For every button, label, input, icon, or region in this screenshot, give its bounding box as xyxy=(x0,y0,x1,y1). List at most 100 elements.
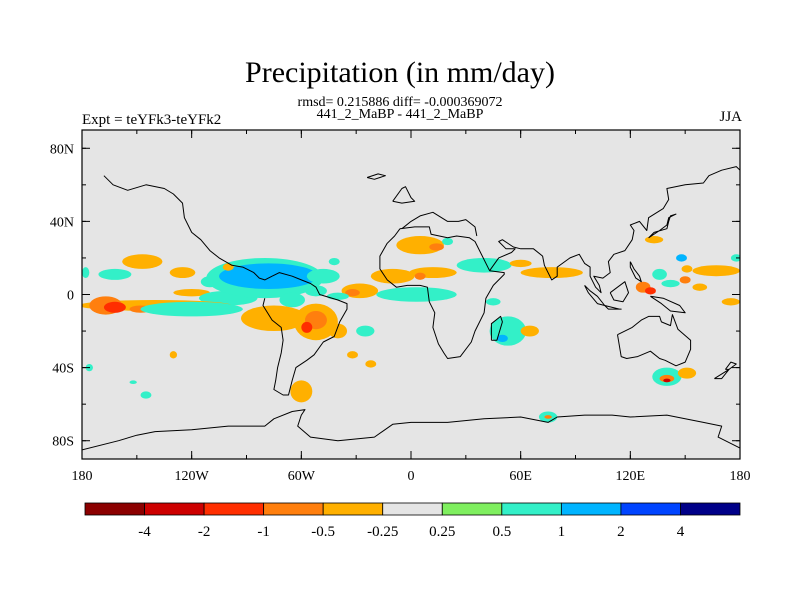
coastline xyxy=(489,166,740,294)
contour-region xyxy=(496,334,508,343)
contour-region xyxy=(677,367,697,379)
contour-region xyxy=(328,257,340,266)
coastline xyxy=(604,305,622,310)
colorbar-label: -2 xyxy=(198,524,211,540)
colorbar-box xyxy=(382,502,443,516)
contour-regions xyxy=(82,236,740,423)
contour-region xyxy=(370,268,415,284)
contour-region xyxy=(681,265,693,273)
colorbar-box xyxy=(203,502,265,516)
contour-region xyxy=(661,279,680,288)
contour-region xyxy=(140,301,243,317)
coastline xyxy=(650,295,686,314)
coastline xyxy=(103,175,273,281)
coastline xyxy=(262,272,348,396)
colorbar-label: -1 xyxy=(257,524,270,540)
contour-region xyxy=(219,263,318,290)
contour-region xyxy=(644,236,664,244)
contour-region xyxy=(241,305,307,332)
contour-region xyxy=(140,391,152,399)
contour-region xyxy=(82,267,90,279)
contour-region xyxy=(520,325,539,337)
contour-region xyxy=(730,254,740,262)
contour-region xyxy=(222,263,234,271)
coastline xyxy=(609,281,629,303)
contour-region xyxy=(652,268,667,280)
y-tick-label: 80S xyxy=(52,435,74,450)
x-tick-label: 60E xyxy=(509,469,532,484)
colorbar-box xyxy=(620,502,681,516)
contour-region xyxy=(376,287,457,302)
coastline xyxy=(629,261,642,283)
x-tick-label: 180 xyxy=(730,469,751,484)
contour-region xyxy=(485,298,501,306)
contour-region xyxy=(520,267,583,279)
contour-region xyxy=(103,301,126,313)
y-tick-label: 80N xyxy=(50,142,74,157)
colorbar-box xyxy=(441,502,503,516)
contour-region xyxy=(356,325,375,337)
experiment-names: 441_2_MaBP - 441_2_MaBP xyxy=(316,107,484,122)
y-axis: 80N 40N 0 40S 80S xyxy=(50,142,740,450)
contour-region xyxy=(365,360,377,368)
contour-region xyxy=(721,298,740,306)
contour-region xyxy=(456,257,512,273)
colorbar-box xyxy=(84,502,145,516)
contour-region xyxy=(663,378,671,383)
coastline xyxy=(379,226,505,359)
contour-region xyxy=(644,287,656,295)
contour-region xyxy=(306,268,340,284)
coastline xyxy=(725,361,737,370)
chart-title: Precipitation (in mm/day) xyxy=(245,56,555,89)
colorbar-box xyxy=(560,502,622,516)
contour-region xyxy=(692,283,708,291)
contour-region xyxy=(509,259,532,268)
contour-region xyxy=(429,243,444,251)
chart-subtitle: rmsd= 0.215886 diff= -0.000369072 xyxy=(297,95,503,110)
colorbar-label: -0.25 xyxy=(367,524,398,540)
contour-region xyxy=(129,380,137,385)
colorbar-box xyxy=(680,502,741,516)
colorbar-box xyxy=(144,502,205,516)
contour-region xyxy=(290,380,313,403)
colorbar-label: 0.25 xyxy=(429,524,455,540)
contour-region xyxy=(169,267,196,279)
contour-region xyxy=(301,321,313,333)
colorbar-box xyxy=(322,502,384,516)
contour-region xyxy=(345,289,360,297)
colorbar-box xyxy=(263,502,324,516)
x-tick-label: 60W xyxy=(288,469,316,484)
y-tick-label: 0 xyxy=(67,289,74,304)
contour-region xyxy=(304,285,327,297)
coastline xyxy=(714,368,730,380)
contour-region xyxy=(279,292,305,308)
x-axis: 180 120W 60W 0 60E 120E 180 xyxy=(72,130,751,484)
contour-region xyxy=(676,254,687,262)
contour-region xyxy=(98,268,132,280)
colorbar-label: 0.5 xyxy=(492,524,511,540)
contour-region xyxy=(692,265,740,277)
colorbar-box xyxy=(501,502,562,516)
contour-region xyxy=(328,323,348,339)
contour-region xyxy=(442,237,454,246)
y-tick-label: 40S xyxy=(52,362,74,377)
coastline xyxy=(617,314,692,367)
colorbar: -4 -2 -1 -0.5 -0.25 0.25 0.5 1 2 4 xyxy=(84,502,741,540)
contour-region xyxy=(414,272,426,280)
x-tick-label: 0 xyxy=(408,469,415,484)
contour-region xyxy=(679,276,691,284)
colorbar-label: -0.5 xyxy=(311,524,335,540)
coastline xyxy=(490,315,503,341)
x-tick-label: 120E xyxy=(616,469,646,484)
contour-region xyxy=(347,351,358,359)
contour-region xyxy=(326,292,349,300)
experiment-label: Expt = teYFk3-teYFk2 xyxy=(82,112,222,128)
contour-region xyxy=(173,289,210,297)
coastline xyxy=(392,186,416,204)
coastline xyxy=(366,173,386,180)
contour-region xyxy=(544,415,552,419)
coastline xyxy=(648,213,677,239)
coastline xyxy=(82,409,740,451)
colorbar-label: -4 xyxy=(138,524,151,540)
